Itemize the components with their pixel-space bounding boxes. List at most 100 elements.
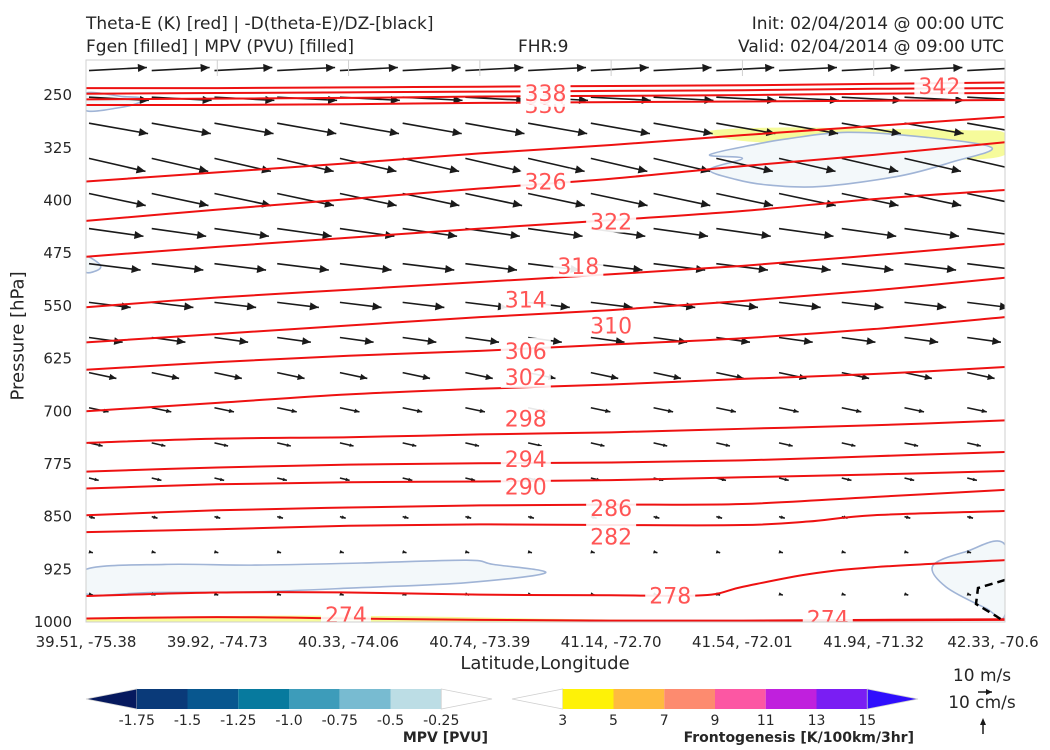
wind-vector <box>590 63 649 73</box>
wind-vector <box>715 550 721 554</box>
wind-vector <box>590 122 651 137</box>
svg-text:318: 318 <box>557 255 599 280</box>
wind-vector <box>402 550 407 554</box>
svg-text:338: 338 <box>525 82 567 107</box>
plot-frame <box>85 59 1006 623</box>
wind-vector <box>151 262 204 273</box>
wind-vector <box>277 63 336 73</box>
wind-vector <box>214 63 273 73</box>
svg-text:298: 298 <box>505 407 547 432</box>
svg-text:342: 342 <box>918 75 960 100</box>
colorbar-segment <box>613 689 665 709</box>
wind-vector <box>653 371 682 381</box>
theta-e-label: 306 <box>500 337 551 365</box>
wind-vector <box>151 122 211 137</box>
wind-vector <box>88 63 147 73</box>
wind-vector <box>402 477 413 482</box>
y-tick-label: 250 <box>43 86 72 104</box>
wind-vector <box>967 227 1005 235</box>
wind-vector <box>966 550 972 554</box>
theta-e-label: 318 <box>553 252 604 280</box>
colorbar-segment <box>339 689 391 709</box>
colorbar-segment <box>136 689 188 709</box>
wind-vector <box>277 406 297 414</box>
svg-text:314: 314 <box>505 289 547 314</box>
colorbar-segment <box>440 688 493 710</box>
svg-text:286: 286 <box>590 497 632 522</box>
wind-vector <box>402 336 437 345</box>
x-tick-label: 39.92, -74.73 <box>167 633 268 651</box>
wind-vector <box>716 227 771 240</box>
colorbar-tick-label: -1.5 <box>174 713 201 729</box>
wind-vector <box>214 262 267 273</box>
wind-vector <box>527 550 533 554</box>
wind-vector <box>716 157 773 174</box>
y-tick-label: 925 <box>43 560 72 578</box>
wind-vector <box>527 515 535 519</box>
wind-vector <box>778 406 799 414</box>
wind-vector <box>214 515 221 519</box>
theta-e-label: 290 <box>500 473 551 500</box>
wind-vector <box>276 477 288 482</box>
y-tick-label: 325 <box>43 139 72 157</box>
wind-vector <box>88 227 144 240</box>
vector-key-wind-arrowhead <box>986 689 992 695</box>
wind-vector <box>214 442 229 447</box>
wind-vector <box>277 371 305 381</box>
wind-vector <box>214 406 235 414</box>
wind-vector <box>339 301 382 311</box>
theta-e-label: 274 <box>802 605 853 622</box>
wind-vector <box>716 192 774 208</box>
wind-vector <box>88 477 99 482</box>
colorbar-segment <box>765 689 817 709</box>
wind-vector <box>465 442 480 447</box>
wind-vector <box>213 550 219 554</box>
y-tick-label: 400 <box>43 192 72 210</box>
wind-vector <box>841 227 897 240</box>
chart-title-line-1: Theta-E (K) [red] | -D(theta-E)/DZ-[blac… <box>86 14 434 34</box>
wind-vector <box>778 122 839 137</box>
colorbar-segment <box>289 689 340 709</box>
wind-vector <box>277 157 334 174</box>
theta-e-contour <box>86 188 1005 258</box>
colorbar-segment <box>511 688 564 710</box>
colorbar-tick-label: -0.25 <box>423 713 459 729</box>
wind-vector <box>277 227 332 240</box>
colorbar-segment <box>664 689 715 709</box>
wind-vector <box>904 157 962 174</box>
wind-vector <box>88 550 94 554</box>
wind-vector <box>214 371 243 381</box>
wind-vector <box>904 122 964 137</box>
wind-vector <box>966 592 972 596</box>
theta-e-label: 338 <box>520 80 571 107</box>
wind-vector <box>277 301 319 311</box>
wind-vector <box>339 442 354 447</box>
wind-vector <box>88 122 149 137</box>
wind-vector <box>778 63 837 73</box>
wind-vector <box>590 336 625 345</box>
wind-vector <box>653 515 660 519</box>
wind-vector <box>841 406 862 414</box>
y-tick-label: 625 <box>43 350 72 368</box>
wind-vector <box>339 262 392 273</box>
wind-vector <box>904 336 939 345</box>
colorbar-tick-label: 11 <box>757 713 775 729</box>
wind-vector <box>841 262 894 273</box>
y-tick-label: 475 <box>43 244 72 262</box>
wind-vector <box>904 477 915 482</box>
wind-vector <box>904 442 919 447</box>
wind-vector <box>841 477 852 482</box>
wind-vector <box>904 550 909 554</box>
vector-key-vertical-label: 10 cm/s <box>948 693 1016 713</box>
vector-key-vertical-arrowhead <box>980 718 986 725</box>
wind-vector <box>339 157 397 174</box>
y-tick-label: 1000 <box>34 613 72 631</box>
theta-e-label: 314 <box>500 286 551 314</box>
colorbar-label: MPV [PVU] <box>403 730 488 746</box>
wind-vector <box>214 301 257 311</box>
wind-vector <box>904 371 933 381</box>
wind-vector <box>465 157 523 174</box>
wind-vector <box>778 477 789 482</box>
